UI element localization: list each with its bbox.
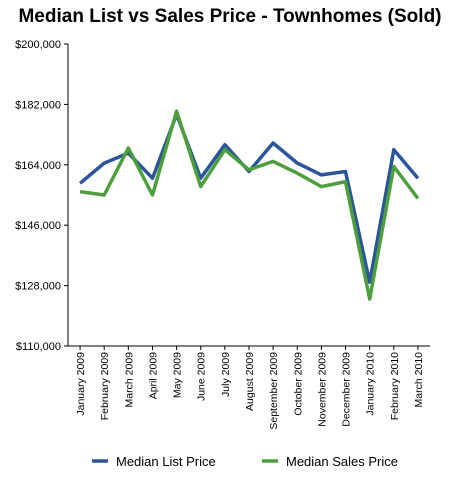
- legend-label: Median Sales Price: [286, 454, 398, 469]
- x-tick-label: March 2010: [413, 352, 425, 408]
- x-tick-label: October 2009: [292, 352, 304, 416]
- x-tick-label: January 2010: [365, 352, 377, 416]
- y-tick-label: $110,000: [16, 341, 61, 353]
- y-tick-label: $182,000: [15, 99, 61, 111]
- y-tick-label: $200,000: [15, 39, 61, 51]
- x-tick-label: January 2009: [75, 352, 87, 416]
- x-tick-label: July 2009: [220, 352, 232, 397]
- y-axis-ticks: $110,000 $128,000 $146,000 $164,000 $182,000…: [15, 39, 68, 353]
- chart-legend: Median List Price Median Sales Price: [92, 454, 398, 469]
- legend-label: Median List Price: [116, 454, 216, 469]
- x-tick-label: May 2009: [172, 352, 184, 398]
- y-tick-label: $164,000: [15, 160, 61, 172]
- x-tick-label: April 2009: [147, 352, 159, 399]
- x-tick-label: June 2009: [196, 352, 208, 401]
- x-tick-label: March 2009: [123, 352, 135, 408]
- series-line-2: [79, 109, 420, 301]
- x-tick-label: December 2009: [341, 352, 353, 427]
- x-axis-ticks: January 2009 February 2009 March 2009 April…: [75, 346, 425, 430]
- y-tick-label: $146,000: [15, 220, 61, 232]
- chart-title: Median List vs Sales Price - Townhomes (…: [18, 6, 442, 27]
- x-tick-label: February 2009: [99, 352, 111, 420]
- series-line-1: [78, 112, 420, 284]
- x-tick-label: August 2009: [244, 352, 256, 411]
- x-tick-label: September 2009: [268, 352, 280, 430]
- chart-axes: [67, 44, 430, 347]
- x-tick-label: February 2010: [389, 352, 401, 420]
- x-tick-label: November 2009: [316, 352, 328, 427]
- y-tick-label: $128,000: [15, 281, 61, 293]
- series-lines: [78, 109, 420, 301]
